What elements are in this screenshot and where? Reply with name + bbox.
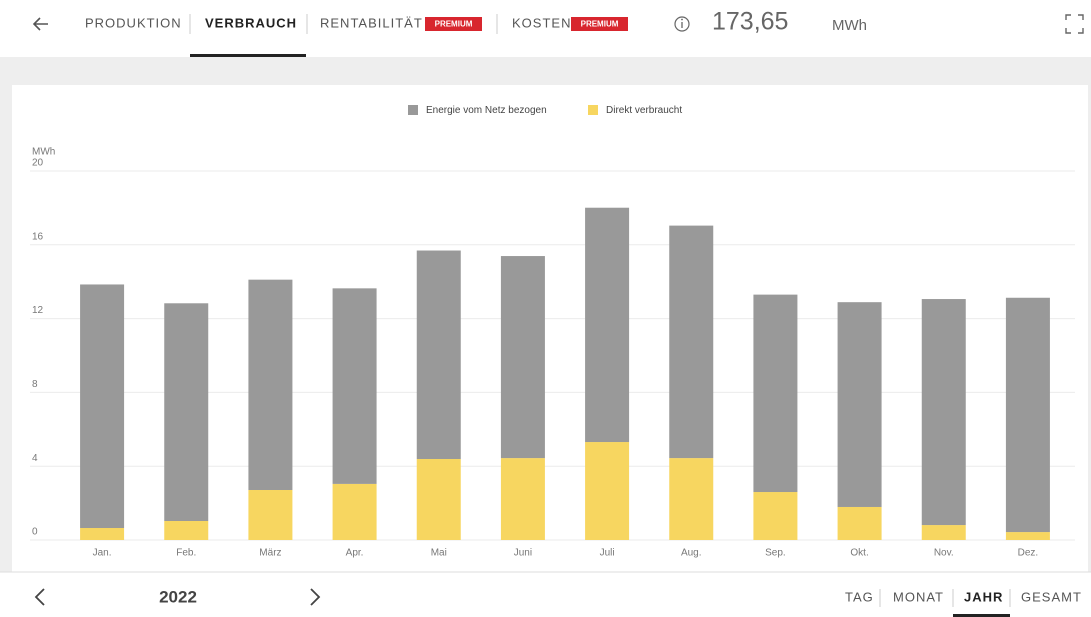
legend-label: Direkt verbraucht	[606, 105, 682, 116]
total-unit: MWh	[832, 17, 867, 34]
bar-segment	[669, 458, 714, 540]
bar-segment	[500, 458, 545, 540]
bar-segment	[1005, 297, 1050, 533]
bar-segment	[164, 303, 209, 521]
bar-segment	[669, 225, 714, 459]
bar-segment	[80, 284, 125, 529]
back-button[interactable]	[32, 17, 48, 31]
bar-segment	[753, 294, 798, 493]
gray-band	[1088, 85, 1091, 572]
bar-segment	[500, 256, 545, 459]
premium-badge-text: PREMIUM	[581, 20, 619, 29]
premium-badge-text: PREMIUM	[435, 20, 473, 29]
period-active[interactable]: JAHR	[964, 589, 1003, 604]
y-tick-label: 12	[32, 305, 44, 316]
tab-active[interactable]: VERBRAUCH	[205, 15, 297, 30]
x-tick-label: Apr.	[346, 548, 364, 559]
bar-segment	[837, 302, 882, 507]
y-tick-label: 20	[32, 158, 44, 169]
year: 2022	[159, 587, 197, 606]
bar-segment	[585, 442, 630, 540]
x-tick-label: Aug.	[681, 548, 702, 559]
tab[interactable]: RENTABILITÄT	[320, 15, 423, 30]
x-tick-label: Juli	[600, 548, 615, 559]
x-tick-label: Juni	[514, 548, 532, 559]
period[interactable]: MONAT	[893, 589, 944, 604]
bar-segment	[753, 492, 798, 540]
premium-badge	[425, 17, 482, 31]
legend-swatch	[408, 105, 418, 115]
x-tick-label: Dez.	[1018, 548, 1039, 559]
gray-band	[0, 57, 1091, 85]
total-value: 173,65	[712, 8, 788, 36]
info-icon[interactable]	[674, 16, 690, 32]
period[interactable]: TAG	[845, 589, 874, 604]
x-tick-label: Okt.	[850, 548, 868, 559]
bar-segment	[332, 483, 377, 540]
chart: MWh 0 4 8 12 16 20 Energie vom Netz bezogen Dir…	[30, 105, 1075, 559]
y-axis-label: MWh	[32, 147, 55, 158]
tab[interactable]: PRODUKTION	[85, 15, 182, 30]
bar-segment	[248, 490, 293, 540]
y-tick-label: 16	[32, 231, 44, 242]
x-tick-label: Mai	[431, 548, 447, 559]
prev-year[interactable]	[34, 588, 45, 606]
legend-swatch	[588, 105, 598, 115]
bar-segment	[416, 250, 461, 460]
x-tick-label: Jan.	[93, 548, 112, 559]
bar-segment	[332, 288, 377, 484]
y-tick-label: 8	[32, 379, 38, 390]
bar-segment	[80, 528, 125, 540]
x-tick-label: Nov.	[934, 548, 954, 559]
bar-segment	[921, 525, 966, 540]
period-underline	[953, 614, 1010, 617]
gray-band	[0, 85, 12, 572]
bar-segment	[416, 459, 461, 540]
legend-label: Energie vom Netz bezogen	[426, 105, 547, 116]
bar-segment	[585, 207, 630, 443]
bar-segment	[1005, 532, 1050, 540]
tab[interactable]: KOSTEN	[512, 15, 571, 30]
x-tick-label: Sep.	[765, 548, 786, 559]
fullscreen-button[interactable]	[1065, 14, 1084, 34]
bar-segment	[837, 506, 882, 540]
tab-underline	[190, 54, 306, 57]
next-year[interactable]	[310, 588, 321, 606]
premium-badge	[571, 17, 628, 31]
bar-segment	[921, 299, 966, 526]
period[interactable]: GESAMT	[1021, 589, 1082, 604]
x-tick-label: Feb.	[176, 548, 196, 559]
y-tick-label: 0	[32, 527, 38, 538]
x-tick-label: März	[259, 548, 281, 559]
y-tick-label: 4	[32, 453, 38, 464]
bar-segment	[164, 520, 209, 540]
bar-segment	[248, 279, 293, 491]
